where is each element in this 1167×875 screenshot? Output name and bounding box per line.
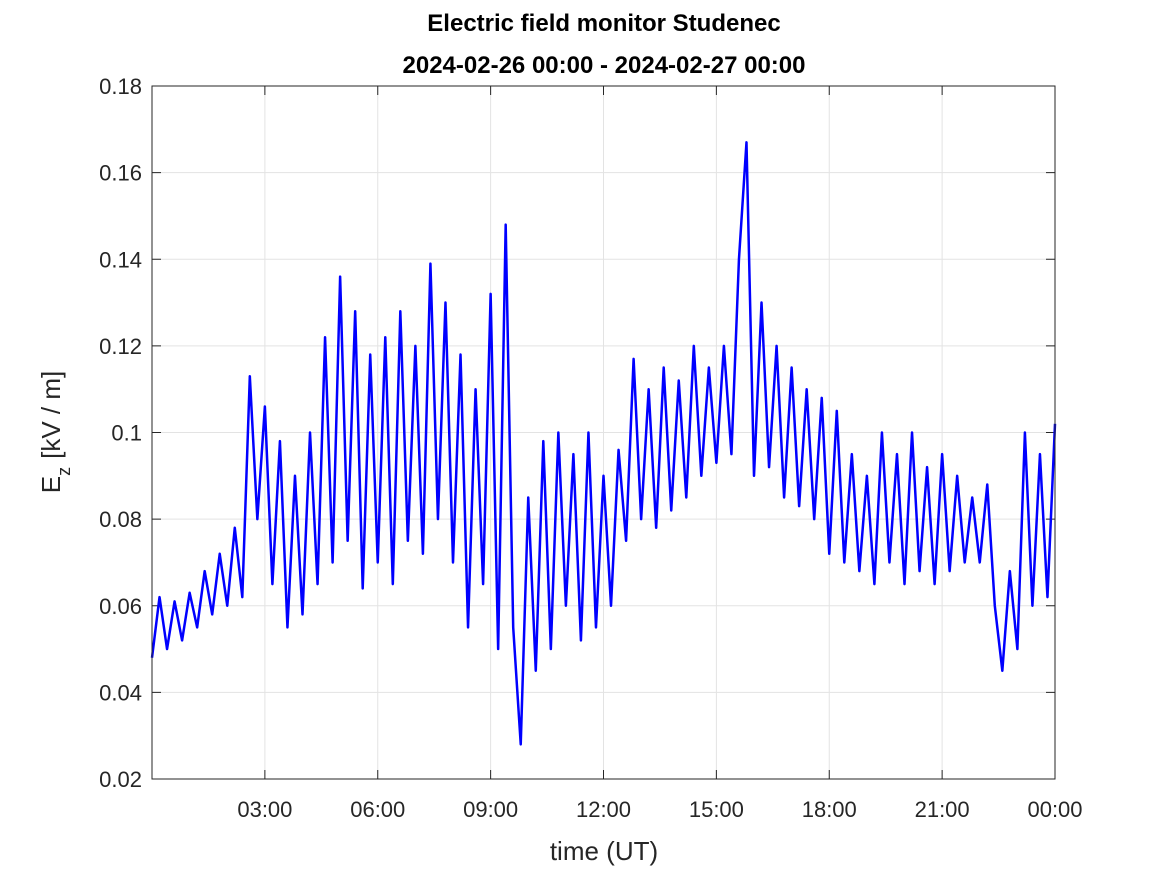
y-axis-label: Ez [kV / m] [36,371,74,493]
x-tick-label: 06:00 [350,797,405,822]
chart-title: Electric field monitor Studenec [427,10,780,37]
y-tick-label: 0.16 [99,161,142,186]
y-tick-label: 0.14 [99,247,142,272]
x-tick-label: 21:00 [915,797,970,822]
x-tick-label: 18:00 [802,797,857,822]
y-tick-label: 0.12 [99,334,142,359]
x-axis-label: time (UT) [550,836,658,866]
x-tick-label: 03:00 [237,797,292,822]
y-tick-label: 0.02 [99,767,142,792]
x-tick-label: 12:00 [576,797,631,822]
y-label-unit: [kV / m] [36,371,66,459]
y-tick-label: 0.18 [99,74,142,99]
chart-subtitle: 2024-02-26 00:00 - 2024-02-27 00:00 [403,52,806,79]
data-line [150,141,1057,746]
y-tick-label: 0.04 [99,680,142,705]
x-tick-label: 00:00 [1027,797,1082,822]
y-label-subscript: z [54,467,74,476]
x-tick-label: 09:00 [463,797,518,822]
y-tick-label: 0.1 [111,421,142,446]
y-tick-label: 0.08 [99,507,142,532]
y-label-symbol: E [36,476,66,493]
y-tick-label: 0.06 [99,594,142,619]
axes-box [151,85,1056,780]
x-tick-label: 15:00 [689,797,744,822]
